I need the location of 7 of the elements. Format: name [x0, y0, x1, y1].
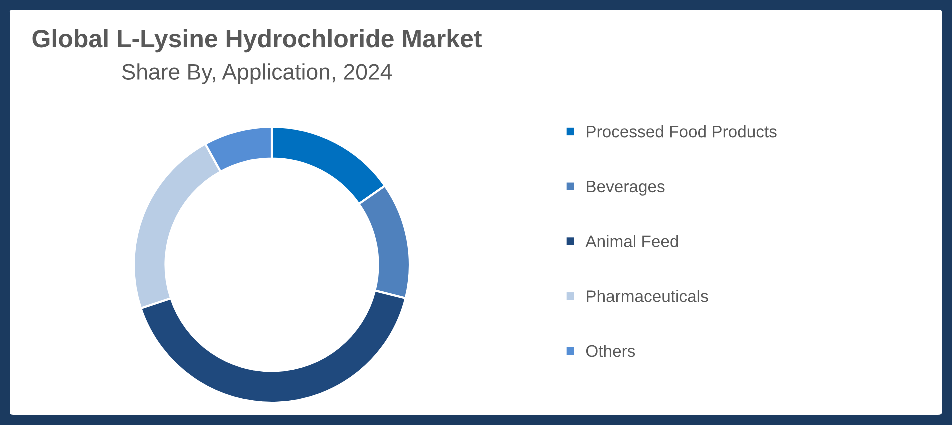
legend-label: Animal Feed: [586, 235, 678, 248]
legend-label: Pharmaceuticals: [587, 290, 708, 302]
legend-label: Beverages: [587, 180, 665, 196]
chart-subtitle: Share By, Application, 2024: [122, 64, 392, 84]
legend-label: Others: [586, 344, 636, 358]
legend-label: Processed Food Products: [587, 125, 777, 138]
chart-title: Global L-Lysine Hydrochloride Market: [32, 29, 482, 53]
